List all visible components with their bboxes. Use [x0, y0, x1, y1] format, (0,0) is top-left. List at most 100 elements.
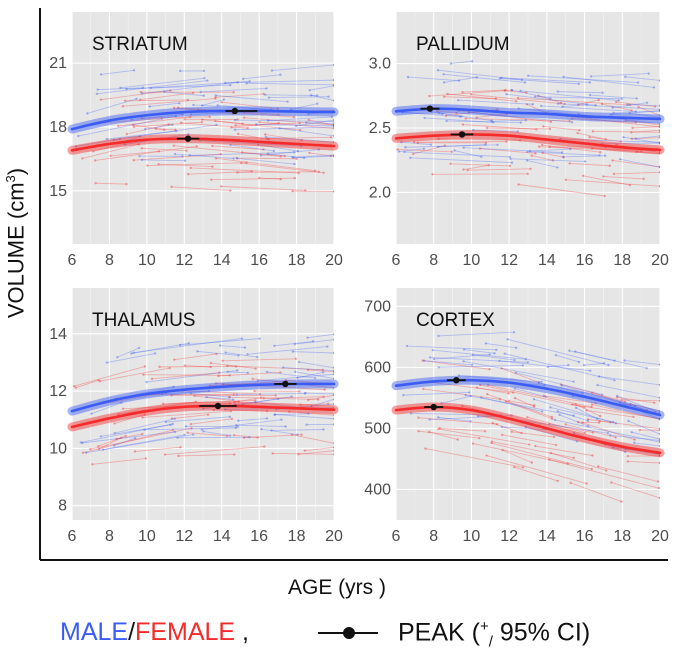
- x-tick-label: 18: [288, 528, 306, 545]
- subject-trajectory: [598, 465, 659, 482]
- subject-trajectory: [182, 390, 261, 395]
- subject-point: [214, 119, 217, 123]
- subject-point: [322, 171, 325, 175]
- subject-point: [588, 93, 592, 97]
- subject-point: [305, 423, 308, 426]
- subject-point: [441, 112, 444, 116]
- subject-point: [250, 170, 253, 173]
- subject-point: [121, 407, 125, 410]
- subject-trajectory: [98, 437, 122, 450]
- subject-point: [568, 349, 571, 352]
- subject-point: [181, 155, 184, 158]
- subject-trajectory: [243, 74, 281, 80]
- subject-trajectory: [274, 413, 334, 420]
- subject-point: [437, 137, 440, 140]
- subject-point: [658, 125, 660, 129]
- subject-trajectory: [491, 442, 593, 470]
- subject-point: [537, 381, 540, 384]
- subject-point: [494, 97, 498, 100]
- subject-point: [467, 111, 471, 114]
- subject-point: [195, 145, 199, 148]
- subject-point: [402, 393, 405, 397]
- subject-trajectory: [597, 384, 660, 399]
- subject-point: [143, 128, 147, 131]
- subject-point: [564, 178, 568, 182]
- subject-point: [93, 159, 97, 162]
- subject-point: [123, 143, 126, 146]
- x-tick-label: 12: [500, 252, 518, 269]
- subject-point: [630, 109, 633, 112]
- subject-point: [597, 98, 601, 102]
- fit-line-male: [394, 378, 662, 417]
- subject-trajectory: [502, 449, 533, 464]
- subject-point: [132, 69, 136, 72]
- subject-point: [658, 104, 660, 108]
- subject-point: [158, 365, 161, 369]
- subject-point: [517, 183, 520, 186]
- subject-trajectory: [630, 403, 660, 412]
- subject-trajectory: [300, 403, 329, 406]
- subject-trajectory: [525, 426, 578, 442]
- subject-point: [267, 138, 271, 141]
- subject-point: [267, 96, 271, 99]
- subject-point: [561, 105, 564, 108]
- subject-trajectory: [501, 77, 590, 83]
- subject-trajectory: [146, 370, 238, 383]
- subject-point: [237, 400, 241, 403]
- subject-trajectory: [549, 459, 659, 489]
- subject-trajectory: [572, 118, 636, 123]
- subject-trajectory: [569, 350, 615, 362]
- subject-point: [549, 97, 552, 100]
- subject-point: [549, 406, 552, 409]
- subject-point: [183, 433, 186, 436]
- subject-point: [500, 76, 503, 79]
- subject-trajectory: [507, 338, 609, 366]
- subject-point: [241, 403, 244, 406]
- subject-point: [292, 151, 296, 154]
- subject-point: [509, 157, 512, 160]
- x-tick-label: 16: [576, 252, 594, 269]
- x-tick-label: 10: [463, 528, 481, 545]
- subject-point: [658, 418, 660, 421]
- subject-trajectory: [450, 60, 473, 64]
- subject-point: [524, 118, 528, 122]
- subject-point: [640, 150, 643, 153]
- subject-point: [279, 178, 282, 181]
- subject-trajectory: [100, 90, 171, 101]
- subject-trajectory: [450, 163, 510, 167]
- subject-point: [262, 397, 265, 400]
- subject-point: [157, 150, 161, 153]
- subject-trajectory: [171, 414, 209, 420]
- subject-trajectory: [188, 171, 252, 175]
- subject-point: [293, 176, 296, 180]
- subject-point: [658, 418, 660, 421]
- subject-trajectory: [82, 429, 174, 454]
- panel-striatum: 6 8 10 12 14 16 18 20 15 18 21 STRIATUM: [49, 12, 343, 269]
- subject-point: [462, 168, 465, 171]
- legend-peak-label: PEAK (+/ 95% CI): [398, 618, 590, 650]
- subject-point: [492, 121, 495, 124]
- subject-point: [130, 118, 133, 121]
- subject-point: [620, 398, 624, 402]
- subject-point: [508, 155, 511, 159]
- subject-point: [187, 173, 190, 176]
- subject-point: [263, 445, 266, 448]
- panel-title: STRIATUM: [92, 34, 188, 55]
- subject-point: [193, 394, 196, 398]
- subject-point: [160, 117, 164, 120]
- subject-point: [498, 77, 502, 80]
- subject-trajectory: [547, 364, 569, 368]
- x-tick-label: 6: [392, 252, 401, 269]
- subject-point: [523, 81, 527, 84]
- subject-point: [270, 429, 273, 432]
- subject-trajectory: [629, 112, 660, 118]
- subject-point: [300, 138, 304, 142]
- subject-point: [172, 385, 175, 389]
- subject-point: [276, 397, 280, 401]
- subject-trajectory: [610, 434, 660, 441]
- subject-trajectory: [586, 409, 634, 418]
- subject-point: [526, 74, 530, 77]
- subject-point: [530, 154, 533, 157]
- subject-trajectory: [458, 99, 533, 105]
- subject-point: [187, 342, 190, 345]
